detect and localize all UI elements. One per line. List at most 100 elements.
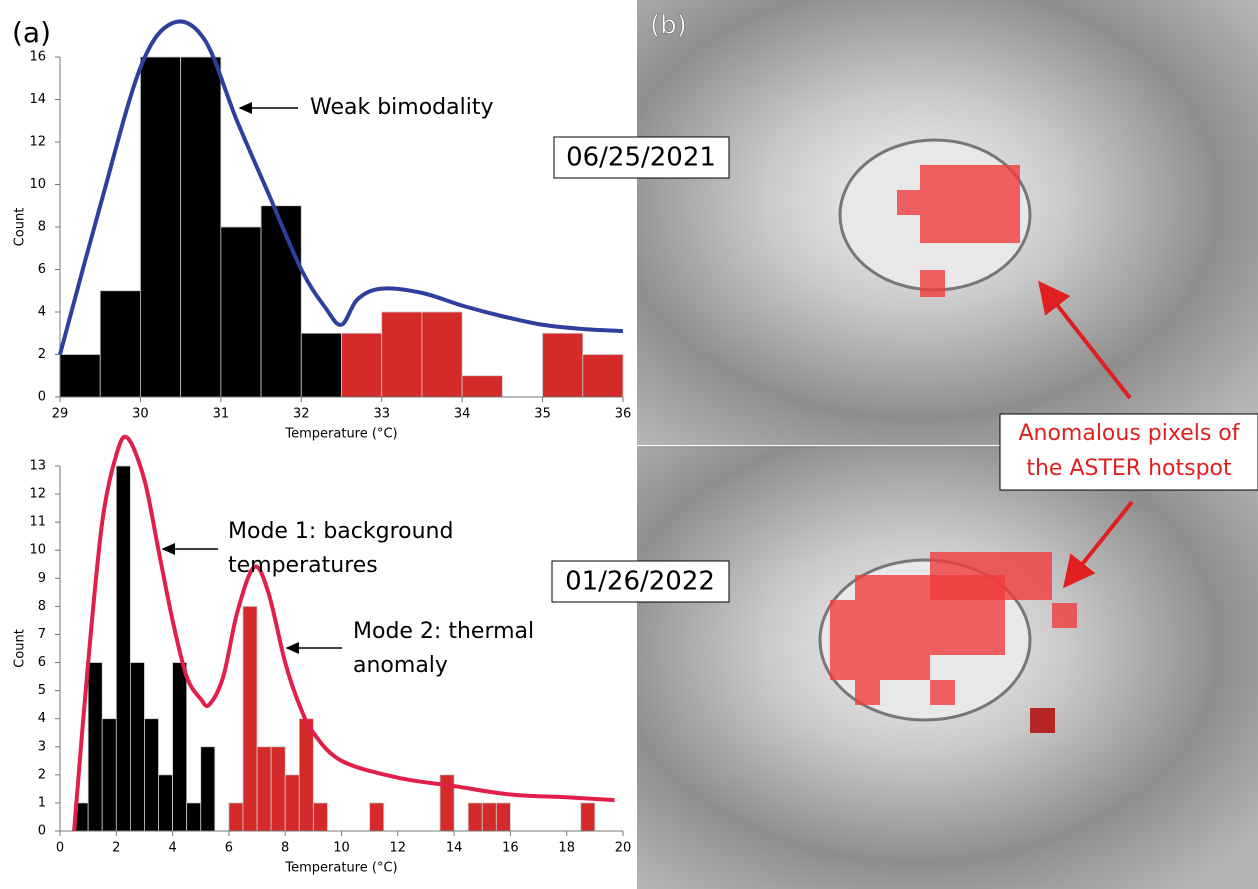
y-tick-label: 16 (29, 50, 46, 65)
bar (180, 56, 222, 398)
date-label: 01/26/2022 (565, 567, 715, 597)
y-tick-label: 6 (38, 262, 46, 277)
x-tick-label: 4 (168, 841, 176, 856)
callout-box (999, 413, 1258, 491)
bar (298, 718, 314, 832)
y-tick-label: 13 (29, 459, 46, 474)
y-tick-label: 2 (38, 767, 46, 782)
date-box (553, 136, 730, 179)
bar (481, 802, 497, 832)
bar (582, 354, 624, 398)
y-tick-label: 8 (38, 599, 46, 614)
map-panel: 06/25/2021 01/26/2022 Anomalous pixels o… (551, 0, 1258, 889)
y-tick-label: 2 (38, 347, 46, 362)
bar (256, 746, 272, 832)
histogram-chart: 0 2 4 6 8 10 12 14 16 29 30 31 32 33 34 35 36 Temperature… (13, 19, 632, 442)
bar (260, 205, 302, 398)
x-tick-label: 31 (213, 407, 230, 422)
x-tick-label: 14 (446, 841, 463, 856)
bar (542, 332, 584, 398)
y-tick-label: 12 (29, 135, 46, 150)
bar (341, 332, 383, 398)
panel-label: (b) (650, 11, 687, 41)
bar (158, 774, 173, 832)
annotation: Weak bimodality (310, 95, 494, 120)
y-tick-label: 5 (38, 683, 46, 698)
x-tick-label: 33 (373, 407, 390, 422)
bar (144, 718, 159, 832)
y-tick-label: 10 (29, 543, 46, 558)
bar (300, 332, 342, 398)
bar (421, 311, 463, 398)
y-tick-label: 9 (38, 571, 46, 586)
x-tick-label: 36 (615, 407, 632, 422)
y-tick-label: 6 (38, 655, 46, 670)
y-tick-label: 4 (38, 711, 46, 726)
bar (220, 226, 262, 398)
bar (140, 56, 182, 398)
annotation: temperatures (228, 553, 378, 578)
date-box (551, 560, 730, 603)
y-tick-label: 0 (38, 824, 46, 839)
bar (186, 802, 202, 832)
bar (228, 802, 244, 832)
y-tick-label: 3 (38, 739, 46, 754)
annotation: anomaly (353, 653, 448, 678)
x-tick-label: 34 (454, 407, 471, 422)
bar (369, 802, 385, 832)
bar (284, 774, 300, 832)
x-tick-label: 6 (225, 841, 233, 856)
bar (270, 746, 286, 832)
x-tick-label: 29 (52, 407, 69, 422)
bar (580, 802, 596, 832)
y-axis-title: Count (13, 629, 28, 668)
x-tick-label: 32 (293, 407, 310, 422)
panel-label: (a) (12, 16, 51, 49)
bar (115, 465, 131, 832)
x-tick-label: 0 (56, 841, 64, 856)
y-tick-label: 14 (29, 92, 46, 107)
x-tick-label: 30 (132, 407, 149, 422)
y-tick-label: 12 (29, 487, 46, 502)
density-curve (58, 19, 624, 356)
x-tick-label: 10 (333, 841, 350, 856)
bar (99, 290, 141, 398)
x-tick-label: 8 (281, 841, 289, 856)
bar (87, 662, 103, 832)
bar (312, 802, 328, 832)
bar (59, 354, 101, 398)
x-axis-title: Temperature (°C) (284, 427, 397, 442)
density-curve (72, 434, 615, 832)
bar (381, 311, 423, 398)
bar (172, 662, 188, 832)
annotation: Mode 1: background (228, 519, 453, 544)
callout-text: the ASTER hotspot (1026, 456, 1232, 481)
y-tick-label: 1 (38, 795, 46, 810)
x-axis-title: Temperature (°C) (284, 861, 397, 876)
y-tick-label: 7 (38, 627, 46, 642)
x-tick-label: 16 (502, 841, 519, 856)
bar (461, 375, 503, 398)
hotspot-pixels (830, 165, 1077, 733)
x-tick-label: 12 (390, 841, 407, 856)
annotation: Mode 2: thermal (353, 619, 534, 644)
bar (101, 718, 117, 832)
bar (200, 746, 216, 832)
x-tick-label: 18 (558, 841, 575, 856)
y-tick-label: 10 (29, 177, 46, 192)
x-tick-label: 2 (112, 841, 120, 856)
arrow (1063, 500, 1134, 589)
date-label: 06/25/2021 (566, 143, 716, 173)
x-tick-label: 20 (615, 841, 632, 856)
callout-text: Anomalous pixels of (1018, 421, 1240, 446)
y-axis-title: Count (13, 208, 28, 247)
y-tick-label: 4 (38, 305, 46, 320)
y-tick-label: 11 (29, 515, 46, 530)
bar (129, 662, 145, 832)
y-tick-label: 8 (38, 220, 46, 235)
x-tick-label: 35 (534, 407, 551, 422)
bar (495, 802, 511, 832)
